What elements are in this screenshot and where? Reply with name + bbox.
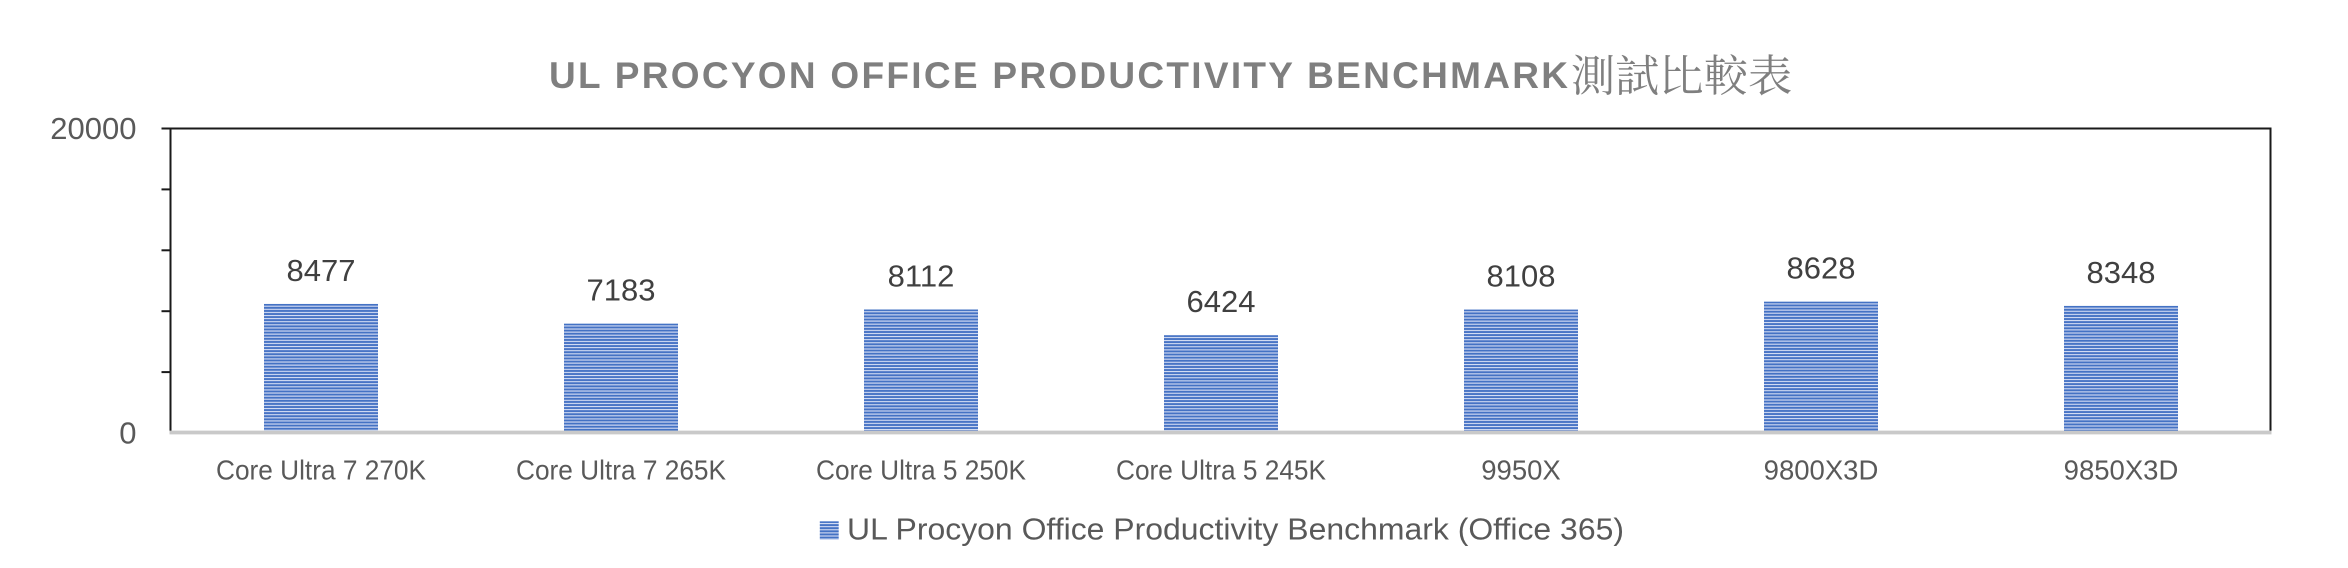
svg-text:8348: 8348 (2087, 255, 2156, 290)
svg-text:20000: 20000 (50, 111, 136, 146)
svg-text:8628: 8628 (1787, 251, 1856, 286)
svg-text:8108: 8108 (1487, 259, 1556, 294)
svg-text:6424: 6424 (1187, 284, 1256, 319)
svg-text:Core Ultra 5 245K: Core Ultra 5 245K (1116, 454, 1327, 485)
svg-text:Core Ultra 7 265K: Core Ultra 7 265K (516, 454, 727, 485)
svg-text:8477: 8477 (287, 253, 356, 288)
svg-text:Core Ultra 5 250K: Core Ultra 5 250K (816, 454, 1027, 485)
svg-text:0: 0 (119, 415, 136, 450)
svg-text:7183: 7183 (587, 273, 656, 308)
svg-text:UL PROCYON OFFICE PRODUCTIVITY: UL PROCYON OFFICE PRODUCTIVITY BENCHMARK (549, 55, 1568, 96)
svg-text:9850X3D: 9850X3D (2064, 454, 2179, 485)
svg-text:Core Ultra 7 270K: Core Ultra 7 270K (216, 454, 427, 485)
svg-text:9950X: 9950X (1481, 454, 1561, 485)
svg-text:9800X3D: 9800X3D (1764, 454, 1879, 485)
svg-text:8112: 8112 (888, 259, 955, 294)
svg-text:UL Procyon Office Productivity: UL Procyon Office Productivity Benchmark… (847, 511, 1624, 546)
